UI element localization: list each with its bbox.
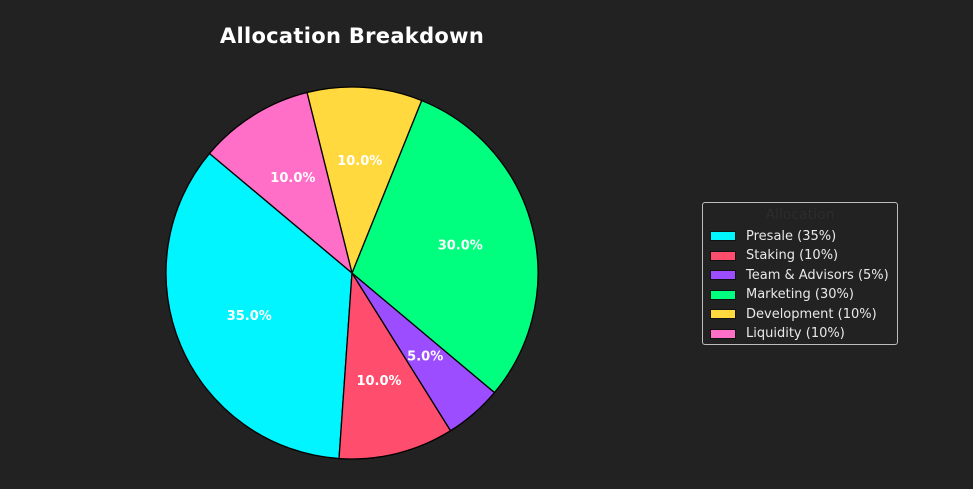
pie-slice-presale xyxy=(165,152,353,460)
legend-item: Development (10%) xyxy=(710,305,877,323)
legend-item: Staking (10%) xyxy=(710,247,838,265)
slice-label: 35.0% xyxy=(227,309,272,324)
slice-label: 5.0% xyxy=(407,350,443,365)
pie-slice-liquidity xyxy=(208,91,354,275)
pie-slice-staking xyxy=(338,270,452,460)
legend-item: Liquidity (10%) xyxy=(710,325,845,343)
legend-label: Development (10%) xyxy=(746,306,877,322)
slice-label: 10.0% xyxy=(337,154,382,169)
slice-label: 30.0% xyxy=(438,239,483,254)
legend-swatch xyxy=(710,289,736,300)
legend-item: Team & Advisors (5%) xyxy=(710,266,889,284)
legend-label: Staking (10%) xyxy=(746,248,839,263)
legend-item: Marketing (30%) xyxy=(710,286,854,304)
chart-title: Allocation Breakdown xyxy=(219,24,485,48)
legend-item: Presale (35%) xyxy=(710,227,836,245)
legend-swatch xyxy=(710,250,736,261)
pie-slice-marketing xyxy=(351,99,539,394)
legend-swatch xyxy=(710,270,736,280)
legend-title: Allocation xyxy=(765,207,835,223)
legend-label: Liquidity (10%) xyxy=(746,326,845,341)
legend-label: Marketing (30%) xyxy=(746,287,854,302)
slice-label: 10.0% xyxy=(270,171,315,186)
legend-swatch xyxy=(710,328,736,339)
legend-label: Team & Advisors (5%) xyxy=(746,267,889,283)
legend-swatch xyxy=(710,309,736,319)
legend-swatch xyxy=(710,231,736,241)
slice-label: 10.0% xyxy=(356,374,401,389)
legend: Allocation Presale (35%) Staking (10%) Tea… xyxy=(702,202,898,345)
legend-label: Presale (35%) xyxy=(746,228,837,244)
pie-slice-development xyxy=(306,86,423,276)
